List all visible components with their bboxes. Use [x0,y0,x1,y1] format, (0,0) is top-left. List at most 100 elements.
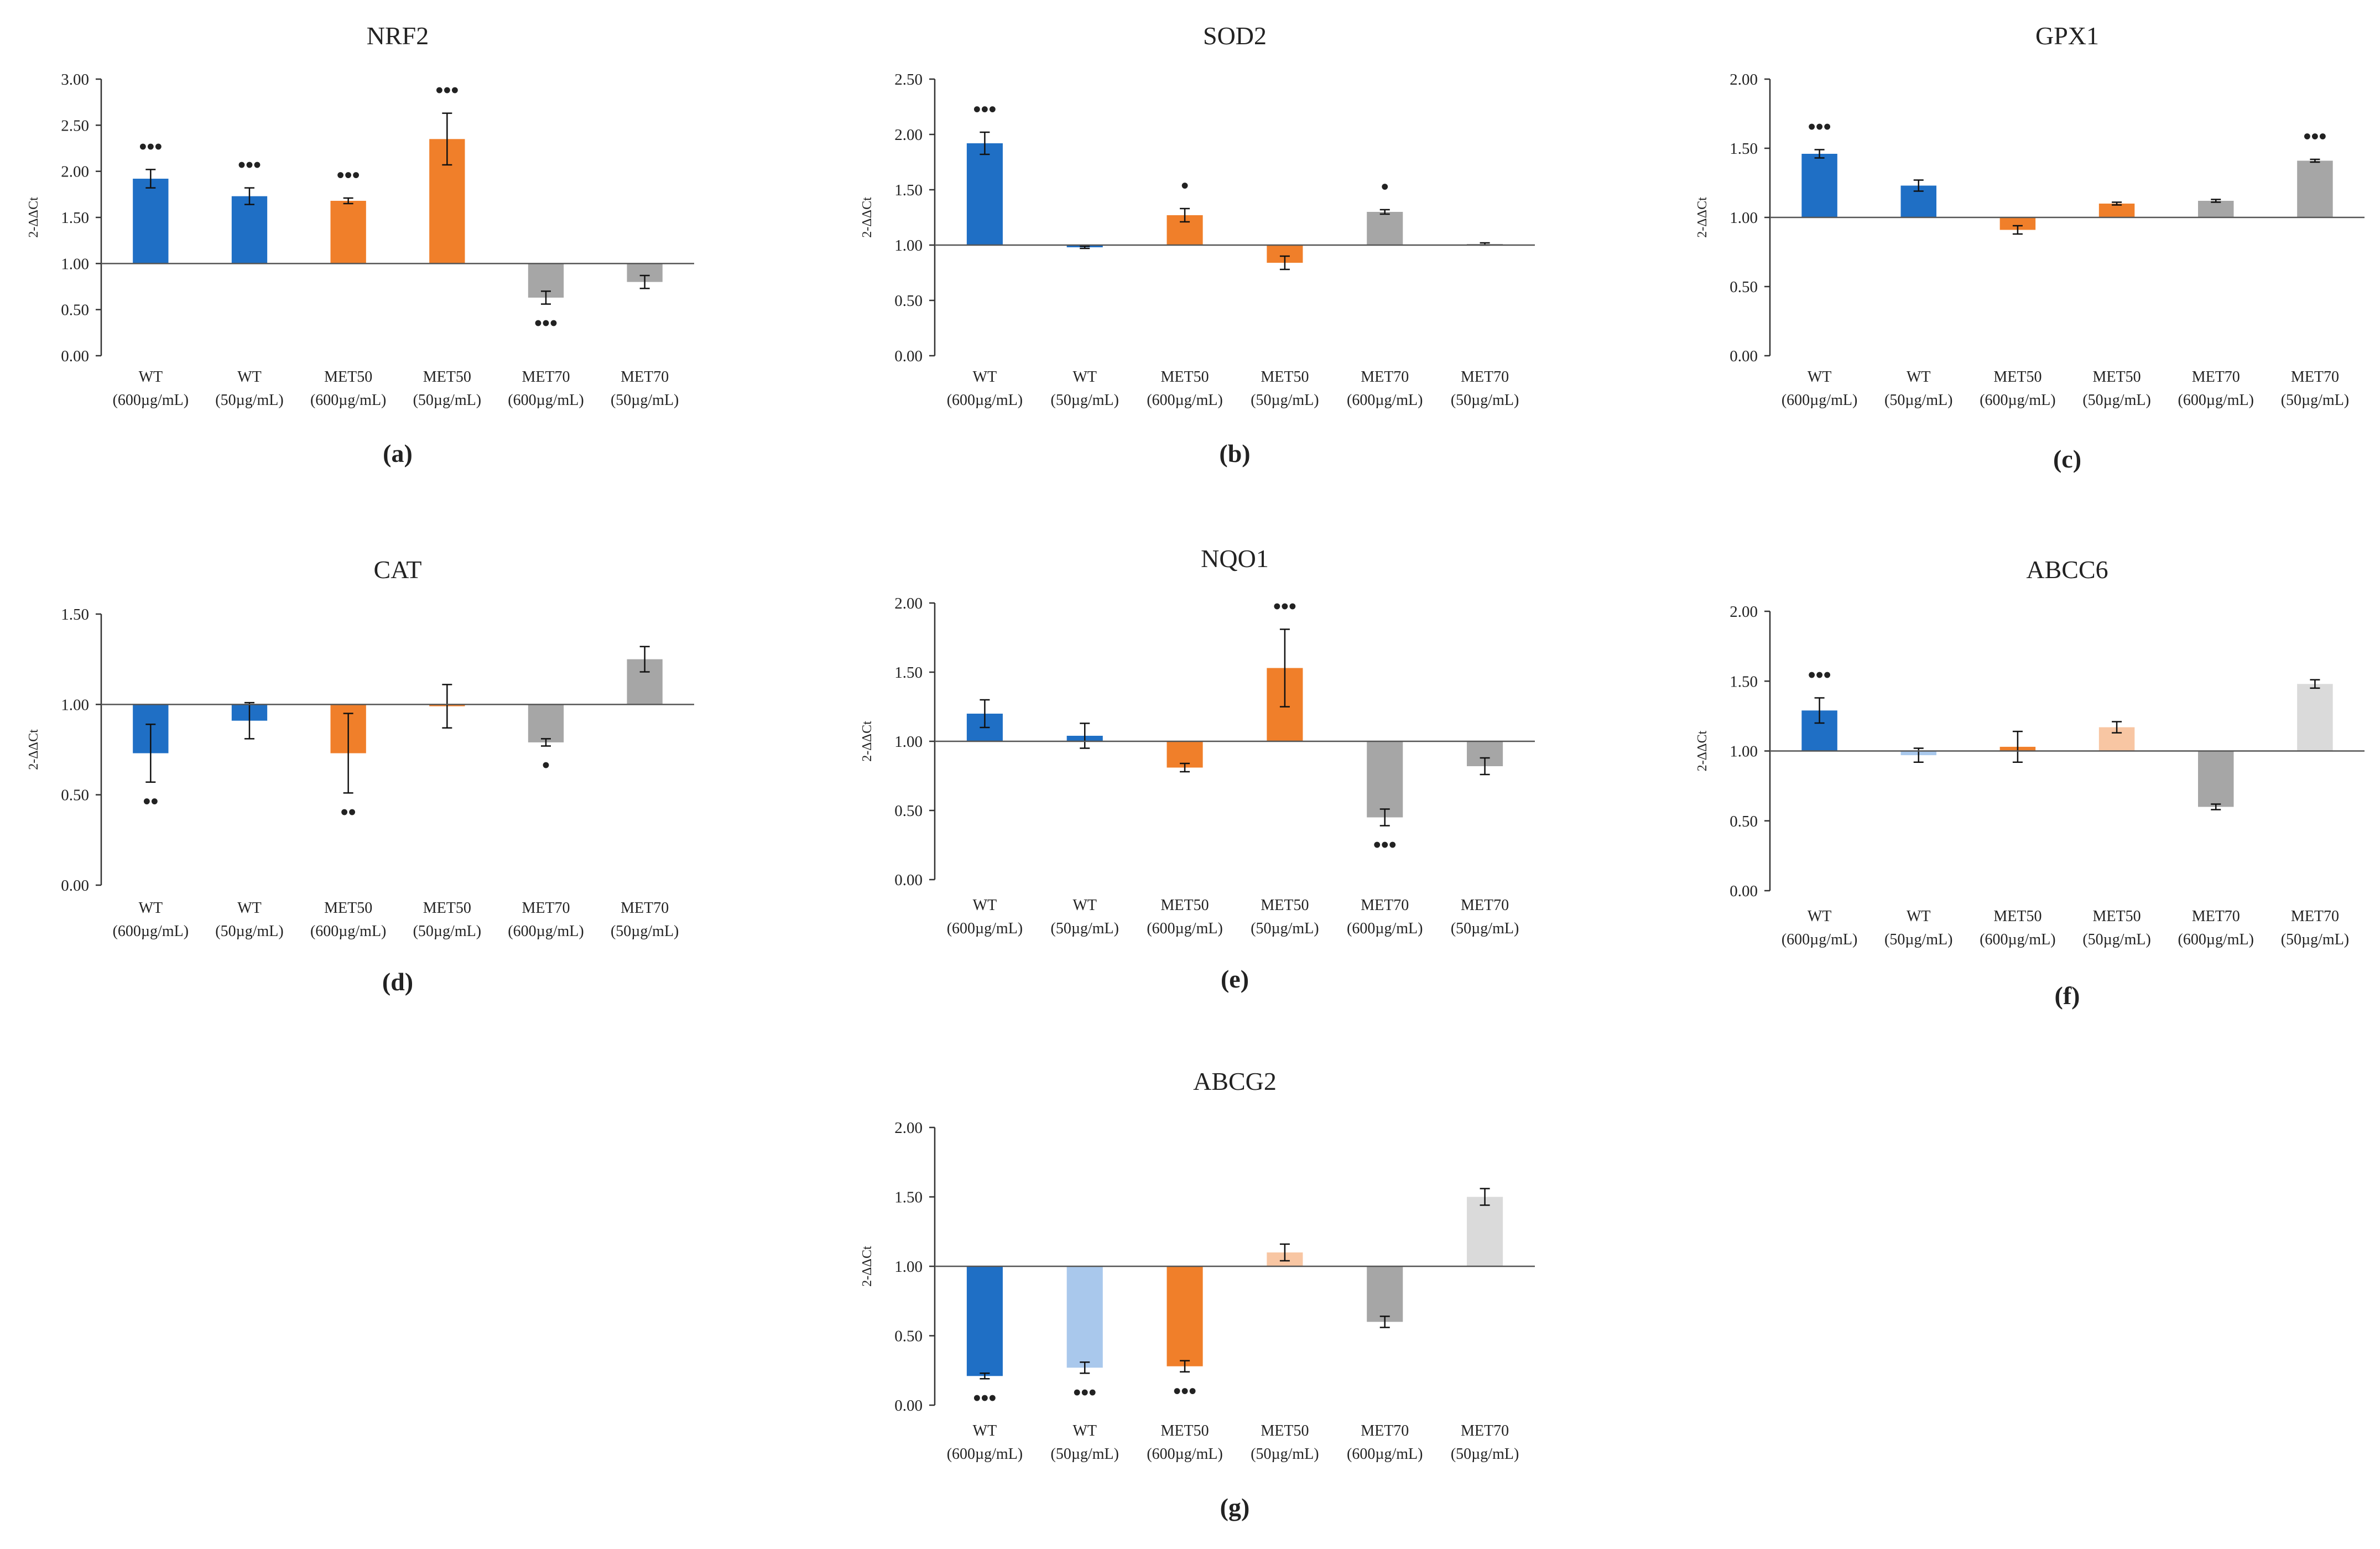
y-tick-label: 1.00 [1730,209,1758,227]
y-tick-label: 1.50 [61,209,89,227]
y-axis-label: 2-ΔΔCt [27,729,41,770]
bar-5 [2198,201,2234,217]
x-category-sublabel: (600µg/mL) [947,920,1023,937]
x-category-sublabel: (600µg/mL) [508,923,584,940]
y-tick-label: 1.50 [894,181,923,199]
x-category-sublabel: (600µg/mL) [1347,920,1423,937]
bar-1 [966,1266,1003,1376]
bar-6 [1467,1197,1503,1266]
significance-mark: •• [341,799,356,824]
x-category-label: MET50 [1993,368,2042,386]
significance-mark: ••• [238,153,261,178]
y-tick-label: 0.50 [894,1328,923,1345]
x-category-sublabel: (600µg/mL) [113,392,189,409]
x-category-label: WT [973,368,997,386]
chart-title: ABCG2 [1193,1067,1277,1095]
y-tick-label: 1.50 [894,1189,923,1207]
significance-mark: ••• [337,163,360,188]
y-axis-label: 2-ΔΔCt [860,721,874,762]
significance-mark: • [542,752,550,777]
chart-panel-gpx1: GPX1 0.00 0.50 1.00 1.50 2.00 2-ΔΔCt ••• WT (600µ… [1695,22,2365,473]
x-category-sublabel: (600µg/mL) [1147,392,1222,409]
significance-mark: •• [143,789,158,814]
x-category-label: WT [139,900,163,917]
chart-panel-nrf2: NRF2 0.00 0.50 1.00 1.50 2.00 2.50 3.00 2-ΔΔCt ••… [27,22,694,467]
significance-mark: ••• [1073,1380,1096,1405]
x-category-sublabel: (50µg/mL) [1884,392,1952,409]
chart-panel-sod2: SOD2 0.00 0.50 1.00 1.50 2.00 2.50 2-ΔΔCt ••• WT (… [860,22,1535,467]
y-axis-label: 2-ΔΔCt [27,197,41,238]
bar-4 [2098,204,2135,217]
x-category-sublabel: (50µg/mL) [2082,931,2150,948]
bar-1 [133,179,169,264]
x-category-label: MET70 [1461,897,1509,914]
y-tick-label: 0.50 [1730,278,1758,296]
y-tick-label: 1.00 [894,237,923,254]
x-category-sublabel: (50µg/mL) [2281,931,2349,948]
x-category-sublabel: (50µg/mL) [1451,392,1519,409]
x-category-sublabel: (50µg/mL) [2082,392,2150,409]
y-tick-label: 1.00 [61,255,89,273]
significance-mark: ••• [1173,1379,1196,1404]
x-category-sublabel: (50µg/mL) [611,392,679,409]
x-category-label: MET50 [1261,897,1309,914]
chart-title: NRF2 [367,22,429,50]
significance-mark: ••• [2303,124,2326,149]
x-category-label: MET70 [2291,908,2339,925]
y-tick-label: 1.50 [894,664,923,682]
x-category-label: MET70 [1461,1422,1509,1439]
x-category-sublabel: (600µg/mL) [2178,392,2254,409]
significance-mark: ••• [139,134,162,159]
x-category-label: MET50 [2093,368,2141,386]
x-category-label: MET50 [2093,908,2141,925]
y-tick-label: 0.50 [1730,813,1758,830]
x-category-sublabel: (50µg/mL) [1251,1446,1319,1463]
y-tick-label: 0.00 [1730,347,1758,365]
x-category-label: MET50 [1261,1422,1309,1439]
y-tick-label: 1.50 [1730,140,1758,158]
x-category-sublabel: (50µg/mL) [1884,931,1952,948]
bar-5 [528,704,564,742]
bar-6 [2297,160,2333,217]
significance-mark: ••• [973,97,996,122]
x-category-sublabel: (600µg/mL) [113,923,189,940]
x-category-label: WT [1072,368,1097,386]
y-axis-label: 2-ΔΔCt [1695,730,1710,771]
x-category-sublabel: (600µg/mL) [508,392,584,409]
x-category-label: WT [237,368,262,386]
x-category-sublabel: (600µg/mL) [1347,392,1423,409]
x-category-label: MET50 [1261,368,1309,386]
x-category-label: WT [1907,908,1931,925]
bar-5 [1367,212,1403,245]
x-category-sublabel: (50µg/mL) [2281,392,2349,409]
x-category-label: MET70 [2192,908,2240,925]
y-axis-label: 2-ΔΔCt [860,197,874,238]
y-tick-label: 2.00 [894,595,923,612]
x-category-sublabel: (50µg/mL) [611,923,679,940]
chart-panel-abcg2: ABCG2 0.00 0.50 1.00 1.50 2.00 2-ΔΔCt ••• WT (600… [860,1067,1535,1521]
x-category-sublabel: (50µg/mL) [1251,392,1319,409]
y-tick-label: 1.00 [1730,743,1758,761]
y-tick-label: 2.00 [1730,603,1758,621]
chart-panel-abcc6: ABCC6 0.00 0.50 1.00 1.50 2.00 2-ΔΔCt ••• WT (600… [1695,555,2365,1010]
x-category-sublabel: (50µg/mL) [413,923,481,940]
significance-mark: ••• [1373,833,1397,857]
y-tick-label: 0.00 [1730,882,1758,900]
x-category-sublabel: (50µg/mL) [1051,392,1119,409]
y-tick-label: 0.00 [61,347,89,365]
panel-label: (g) [1220,1493,1250,1521]
x-category-label: WT [1072,897,1097,914]
y-tick-label: 2.00 [894,126,923,144]
y-tick-label: 1.00 [894,733,923,751]
x-category-sublabel: (600µg/mL) [1980,392,2055,409]
bar-1 [1801,154,1837,217]
y-tick-label: 0.00 [894,1397,923,1415]
bar-2 [231,196,268,264]
panel-label: (e) [1221,965,1249,993]
panel-label: (f) [2055,981,2080,1010]
x-category-sublabel: (50µg/mL) [1451,920,1519,937]
panel-label: (c) [2053,445,2081,473]
x-category-label: MET70 [522,368,570,386]
y-tick-label: 0.50 [61,787,89,804]
significance-mark: ••• [435,78,459,103]
